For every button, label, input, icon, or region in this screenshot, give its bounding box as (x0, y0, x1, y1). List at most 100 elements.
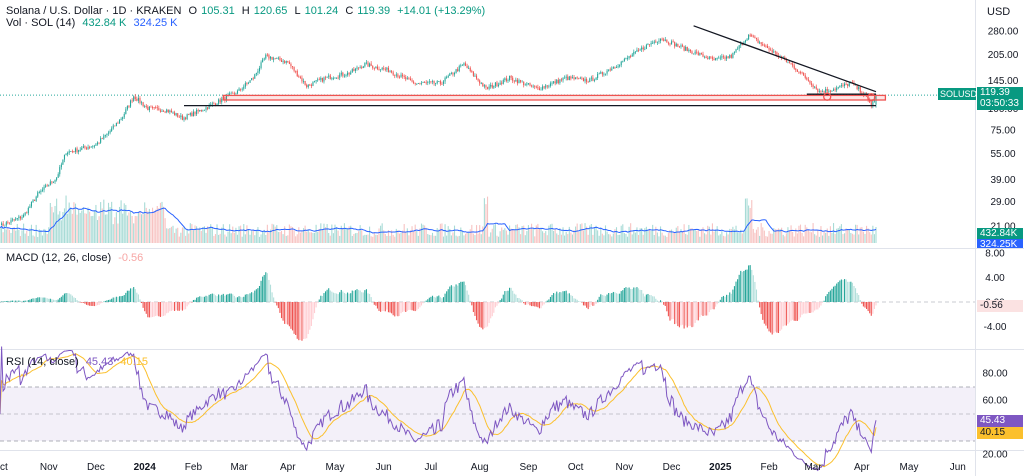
candle-body (510, 75, 512, 78)
marker-circle[interactable] (823, 92, 832, 101)
candles-group (0, 33, 877, 232)
volume-bar (405, 231, 407, 243)
time-tick-label: Oct (0, 462, 8, 473)
volume-bar (163, 206, 165, 243)
macd-bar (166, 302, 168, 314)
candle-body (307, 84, 309, 88)
macd-bar (0, 302, 1, 303)
volume-bar (542, 231, 544, 243)
macd-bar (826, 294, 828, 302)
candle-body (856, 84, 858, 90)
marker-circle[interactable] (867, 93, 876, 102)
macd-tick-label: 4.00 (985, 273, 1005, 284)
macd-bar (455, 284, 457, 302)
macd-bar (271, 292, 273, 302)
volume-bar (427, 234, 429, 243)
candle-body (89, 147, 91, 149)
macd-bar (40, 297, 42, 302)
volume-bar (101, 208, 103, 243)
candle-body (595, 78, 597, 80)
rsi-ma-badge: 40.15 (977, 427, 1023, 439)
macd-bar (504, 291, 506, 302)
volume-bar (92, 215, 94, 243)
candle-body (682, 45, 684, 47)
volume-bar (233, 232, 235, 243)
macd-bar (163, 302, 165, 316)
macd-bar (559, 292, 561, 302)
candle-body (185, 117, 187, 120)
macd-bar (809, 302, 811, 313)
candle-body (490, 84, 492, 87)
macd-bar (658, 301, 660, 302)
macd-bar (320, 295, 322, 302)
price-tick-label: 75.00 (990, 126, 1015, 137)
candle-body (553, 81, 555, 83)
macd-bar (615, 293, 618, 302)
close-label: C (345, 5, 354, 17)
open-label: O (188, 5, 198, 17)
support-zone-rect[interactable] (222, 94, 887, 101)
rsi-legend: RSI (14, close) 45.43 40.15 (6, 356, 152, 369)
candle-body (87, 147, 89, 149)
candle-body (590, 77, 592, 79)
volume-bar (312, 232, 314, 243)
macd-bar (331, 291, 333, 302)
candle-body (51, 181, 53, 183)
volume-bar (122, 213, 124, 243)
macd-bar (397, 302, 399, 317)
macd-bar (831, 288, 833, 302)
volume-bar (545, 231, 547, 243)
candle-body (103, 135, 105, 139)
volume-bar (328, 233, 330, 243)
macd-bar (619, 293, 621, 302)
candle-body (351, 69, 353, 73)
macd-bar (842, 279, 844, 302)
macd-bar (252, 292, 254, 302)
volume-bar (744, 198, 747, 243)
macd-bar (16, 300, 18, 302)
macd-bar (137, 294, 139, 302)
candle-body (469, 67, 471, 71)
candle-body (170, 110, 172, 113)
candle-body (861, 92, 863, 94)
volume-bar (477, 233, 479, 243)
macd-tick-label: 8.00 (985, 249, 1005, 260)
macd-bar (691, 302, 693, 328)
volume-bar (630, 223, 632, 243)
volume-bar (504, 228, 506, 243)
candle-body (644, 48, 646, 50)
volume-bar (208, 226, 210, 243)
volume-bar (406, 228, 408, 243)
volume-bar (244, 234, 246, 243)
volume-bar (4, 224, 6, 243)
volume-bar (315, 224, 317, 243)
candle-body (722, 56, 724, 58)
macd-bar (642, 293, 644, 302)
descending-trendline[interactable] (693, 25, 877, 93)
candle-body (575, 77, 577, 80)
volume-bar (221, 227, 223, 243)
volume-bar (452, 232, 454, 243)
drawings-group[interactable] (184, 25, 887, 107)
time-tick-label: Apr (854, 462, 870, 473)
macd-bar (598, 296, 600, 302)
macd-bar (140, 302, 143, 303)
volume-bar (446, 235, 448, 243)
macd-bar (343, 292, 345, 302)
candle-body (666, 39, 668, 43)
macd-bar (441, 298, 443, 302)
candle-body (439, 81, 441, 84)
volume-bar (740, 229, 742, 243)
candle-body (192, 111, 194, 117)
volume-bar (284, 226, 286, 243)
candle-body (675, 43, 677, 47)
candle-body (19, 216, 21, 219)
candle-body (122, 117, 124, 119)
volume-bar (719, 234, 721, 243)
volume-bar (875, 227, 877, 243)
candle-body (323, 77, 325, 82)
candle-body (705, 56, 707, 59)
candle-body (280, 60, 283, 62)
candle-body (7, 222, 9, 224)
